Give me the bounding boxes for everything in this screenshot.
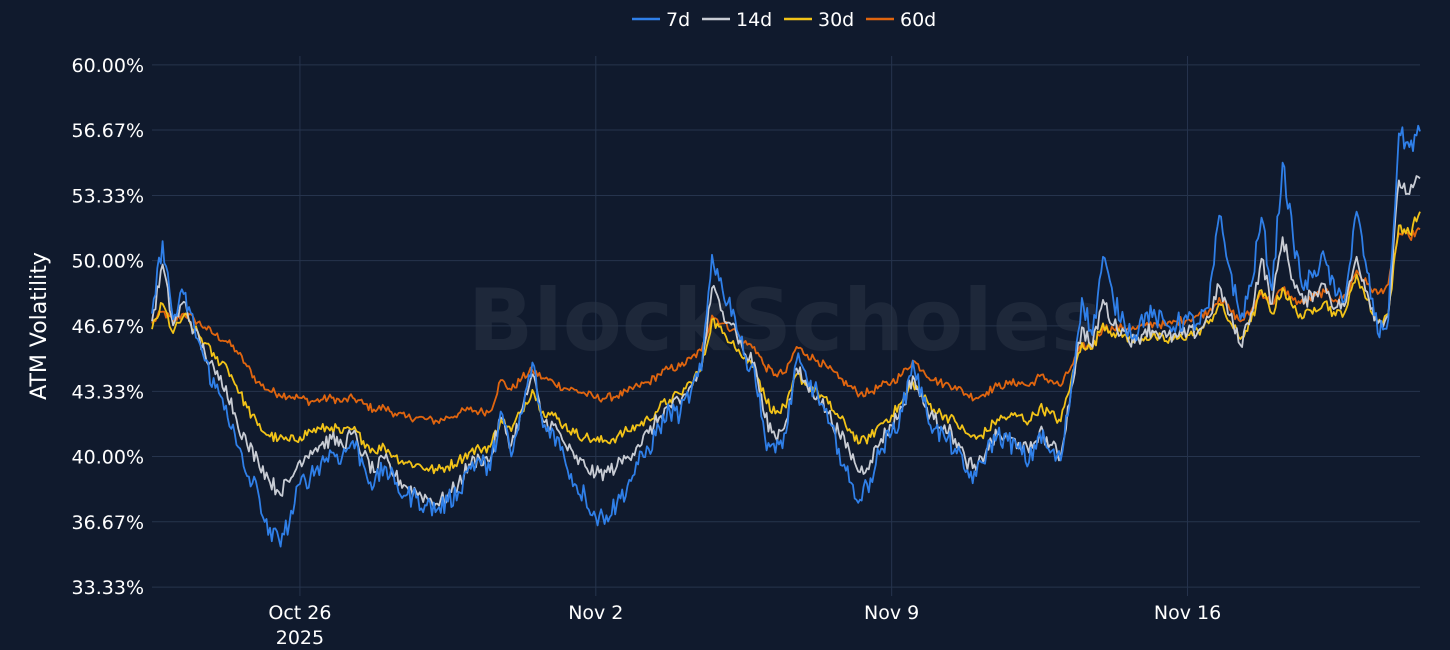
y-tick-label: 36.67% xyxy=(72,512,144,534)
series-line-7d xyxy=(151,124,1421,548)
grid xyxy=(152,56,1420,596)
series-lines xyxy=(151,124,1421,548)
y-tick-label: 40.00% xyxy=(72,447,144,469)
y-axis-title: ATM Volatility xyxy=(27,252,52,400)
watermark-logo: BlockScholes xyxy=(468,271,1103,371)
legend-label: 7d xyxy=(666,9,690,31)
y-axis-ticks: 33.33% 36.67% 40.00% 43.33% 46.67% 50.00% 53.3… xyxy=(72,55,144,599)
y-tick-label: 60.00% xyxy=(72,55,144,77)
y-tick-label: 33.33% xyxy=(72,577,144,599)
x-tick-label: Nov 2 xyxy=(568,602,623,624)
y-tick-label: 43.33% xyxy=(72,381,144,403)
x-tick-label: Nov 9 xyxy=(864,602,919,624)
y-tick-label: 50.00% xyxy=(72,251,144,273)
y-tick-label: 53.33% xyxy=(72,185,144,207)
series-line-30d xyxy=(151,211,1421,475)
x-tick-label: Nov 16 xyxy=(1154,602,1221,624)
legend[interactable]: 7d 14d 30d 60d xyxy=(632,9,936,31)
y-tick-label: 56.67% xyxy=(72,120,144,142)
legend-item-14d[interactable]: 14d xyxy=(702,9,772,31)
legend-item-30d[interactable]: 30d xyxy=(784,9,854,31)
legend-label: 14d xyxy=(736,9,772,31)
legend-item-60d[interactable]: 60d xyxy=(866,9,936,31)
legend-item-7d[interactable]: 7d xyxy=(632,9,690,31)
legend-label: 60d xyxy=(900,9,936,31)
x-tick-label: Oct 26 xyxy=(268,602,331,624)
x-tick-sublabel: 2025 xyxy=(276,627,324,649)
series-line-60d xyxy=(151,227,1421,425)
x-axis-ticks: Oct 26 2025 Nov 2 Nov 9 Nov 16 xyxy=(268,602,1221,649)
series-line-14d xyxy=(151,175,1421,509)
legend-label: 30d xyxy=(818,9,854,31)
y-tick-label: 46.67% xyxy=(72,316,144,338)
